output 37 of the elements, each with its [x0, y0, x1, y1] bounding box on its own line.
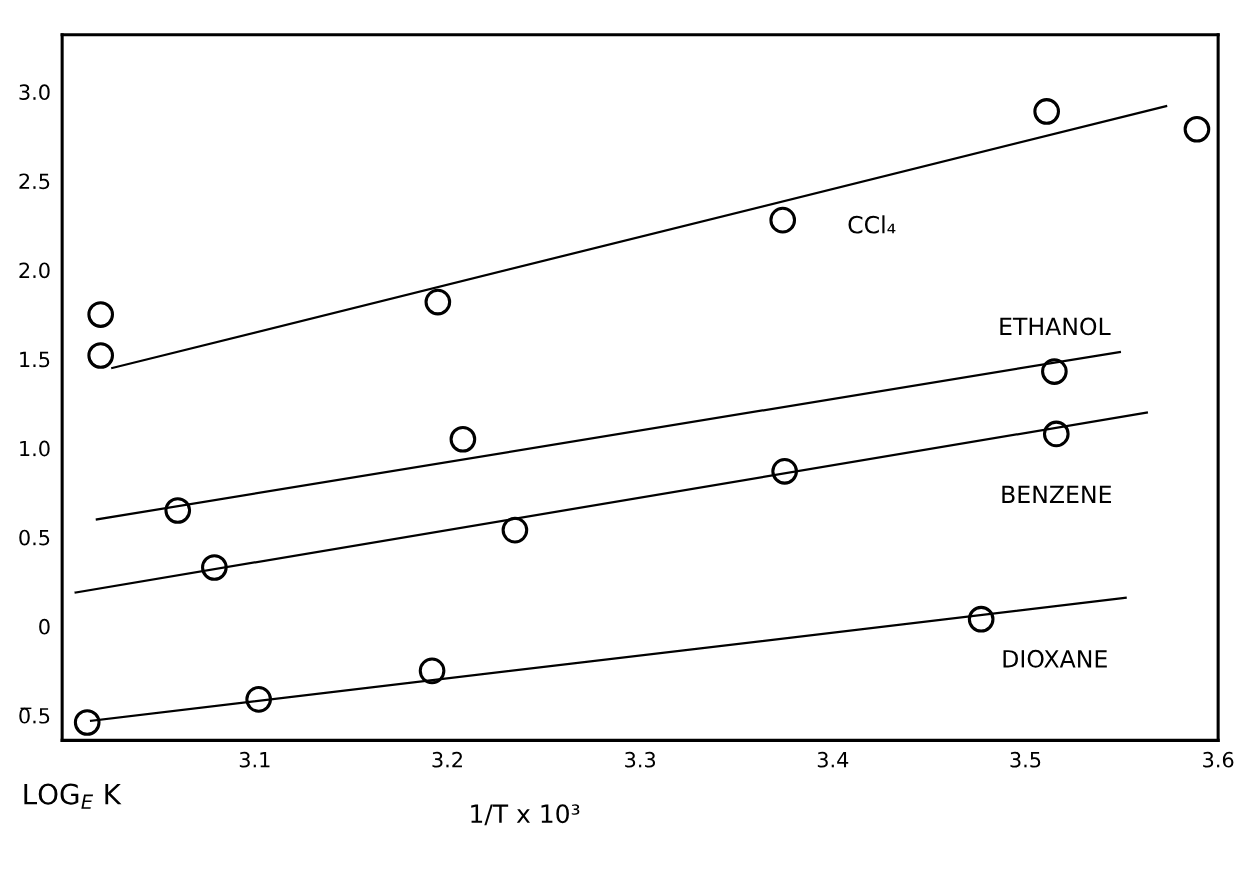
y-tick-label: 0̅.5 — [19, 707, 50, 724]
point — [201, 554, 228, 581]
y-tick-label: 0.5 — [19, 529, 50, 546]
point — [771, 457, 798, 485]
point — [1041, 358, 1068, 385]
point — [87, 342, 115, 369]
x-tick-label: 3.4 — [817, 751, 849, 768]
point — [449, 425, 477, 453]
point — [73, 709, 101, 736]
x-axis-title: 1/T x 10³ — [471, 804, 580, 826]
series-label: ETHANOL — [1000, 317, 1111, 336]
y-axis-title: LOG$_{E}$ K — [24, 783, 122, 809]
text: CCl₄ — [848, 215, 896, 234]
x-tick-label: 3.5 — [1010, 751, 1041, 768]
point — [1183, 115, 1211, 143]
y-tick-label: 1.5 — [20, 351, 50, 368]
x-tick-label: 3.2 — [432, 751, 462, 768]
x-tick-label: 3.1 — [239, 751, 270, 768]
y-tick-label: 1.0 — [20, 440, 50, 457]
y-tick-label: 0 — [39, 618, 50, 635]
x-tick-label: 3.3 — [625, 751, 656, 768]
point — [1042, 420, 1070, 448]
point — [501, 516, 529, 544]
point — [1033, 98, 1060, 125]
x-tick-label: 3.6 — [1203, 751, 1234, 768]
y-tick-label: 3.0 — [19, 84, 50, 101]
y-tick-label: 2.5 — [19, 173, 50, 190]
y-tick-label: 2.0 — [19, 262, 50, 279]
text: BENZENE — [1002, 485, 1112, 503]
series-label: DIOXANE — [1003, 649, 1107, 668]
point — [87, 301, 115, 328]
point — [424, 288, 452, 316]
point — [164, 497, 192, 524]
point — [769, 206, 797, 234]
point — [245, 686, 272, 713]
point — [418, 657, 446, 685]
point — [967, 605, 995, 633]
